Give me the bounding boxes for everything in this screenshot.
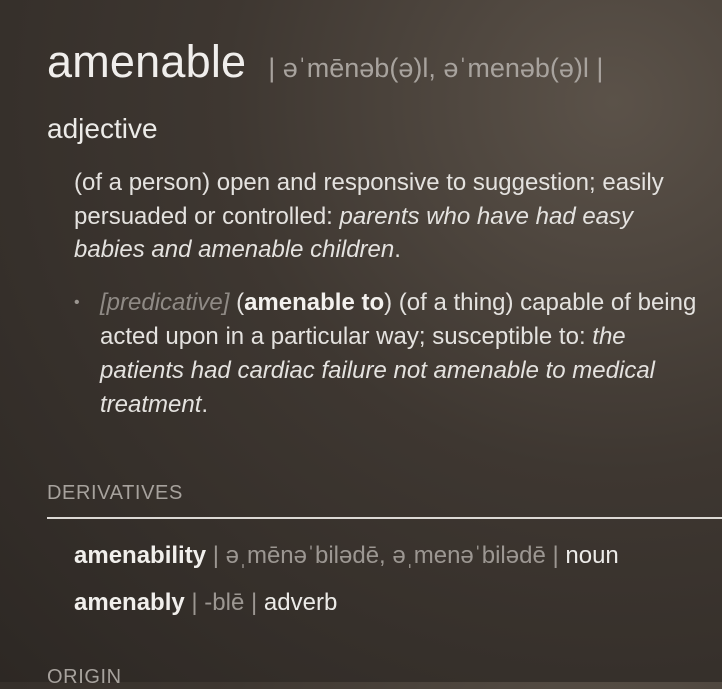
derivative-pos: adverb — [263, 589, 338, 616]
sub-definition: • [predicative] (amenable to) (of a thin… — [74, 286, 706, 422]
separator: | — [244, 589, 264, 616]
origin-section-title: ORIGIN — [47, 666, 122, 688]
separator: | — [206, 542, 226, 569]
separator: | — [184, 589, 205, 616]
headword-row: amenable | əˈmēnəb(ə)l, əˈmenəb(ə)l | — [47, 36, 603, 88]
definition-end: . — [394, 236, 401, 263]
derivatives-list: amenability | əˌmēnəˈbilədē, əˌmenəˈbilə… — [74, 532, 619, 626]
derivative-pos: noun — [565, 542, 619, 569]
phrase-label: amenable to — [244, 289, 385, 316]
register-label: [predicative] — [100, 289, 230, 316]
section-divider — [47, 517, 722, 519]
derivative-pronunciation: əˌmēnəˈbilədē, əˌmenəˈbilədē — [225, 542, 546, 569]
sub-definition-open-paren: ( — [229, 289, 245, 316]
list-item: amenability | əˌmēnəˈbilədē, əˌmenəˈbilə… — [74, 532, 619, 579]
part-of-speech: adjective — [47, 113, 158, 144]
headword: amenable — [47, 36, 247, 87]
sub-definition-example: the patients had cardiac failure not ame… — [100, 323, 655, 418]
bullet-icon: • — [74, 294, 80, 311]
definition-text: (of a person) open and responsive to sug… — [74, 169, 664, 230]
sub-definition-body: [predicative] (amenable to) (of a thing)… — [74, 286, 706, 422]
separator: | — [545, 542, 566, 569]
sub-definition-end: . — [201, 391, 209, 418]
primary-definition: (of a person) open and responsive to sug… — [74, 166, 706, 267]
definition-example: parents who have had easy babies and ame… — [74, 202, 634, 264]
derivatives-section-title: DERIVATIVES — [47, 482, 183, 504]
list-item: amenably | -blē | adverb — [74, 579, 619, 626]
derivative-pronunciation: -blē — [204, 589, 245, 616]
derivative-word: amenably — [74, 589, 185, 616]
derivative-word: amenability — [74, 542, 207, 569]
sub-definition-text: ) (of a thing) capable of being acted up… — [100, 289, 697, 350]
headword-pronunciation: | əˈmēnəb(ə)l, əˈmenəb(ə)l | — [268, 53, 604, 83]
